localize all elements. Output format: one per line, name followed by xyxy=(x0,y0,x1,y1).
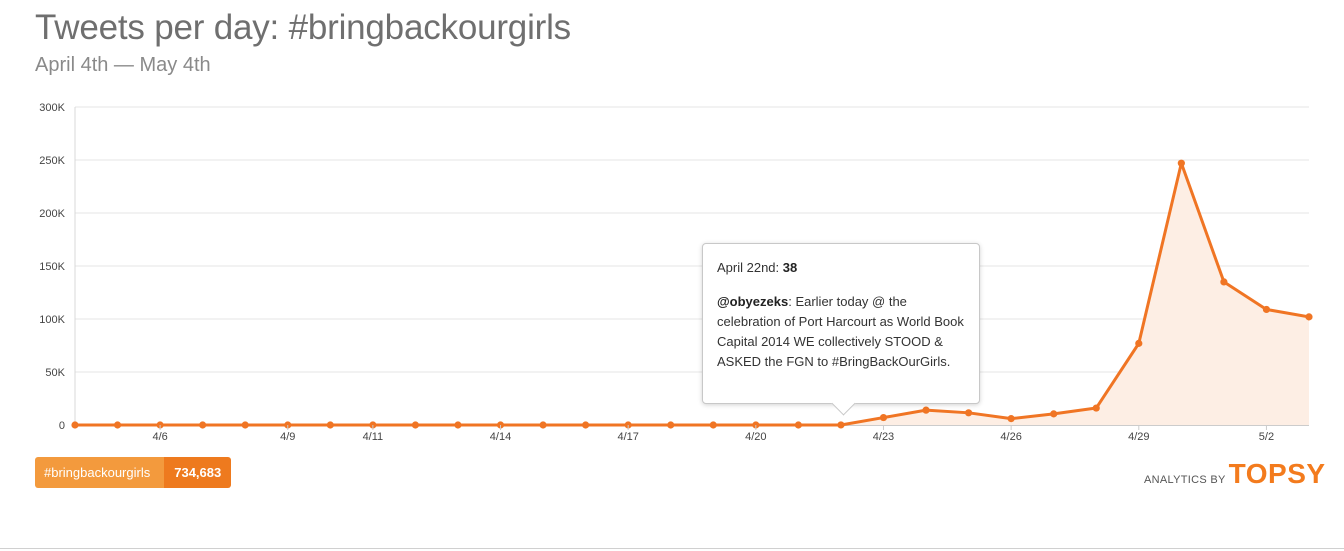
data-point-4/16 xyxy=(582,421,590,429)
x-tick-label-4/14: 4/14 xyxy=(490,431,511,443)
data-point-4/27 xyxy=(1050,410,1058,418)
y-tick-label-250K: 250K xyxy=(39,155,65,167)
branding-prefix: ANALYTICS BY xyxy=(1144,474,1226,486)
y-tick-label-100K: 100K xyxy=(39,314,65,326)
series-area-fill xyxy=(75,163,1309,425)
data-point-4/15 xyxy=(539,421,547,429)
y-tick-label-200K: 200K xyxy=(39,208,65,220)
chart-title: Tweets per day: #bringbackourgirls xyxy=(35,8,571,47)
topsy-logo: TOPSY xyxy=(1228,458,1326,489)
data-point-4/18 xyxy=(667,421,675,429)
data-point-4/25 xyxy=(964,409,973,417)
data-point-4/8 xyxy=(241,421,249,429)
x-tick-label-4/17: 4/17 xyxy=(617,431,638,443)
tooltip-date: April 22nd: xyxy=(717,260,780,275)
data-point-4/10 xyxy=(326,421,334,429)
x-tick-label-5/2: 5/2 xyxy=(1259,431,1274,443)
data-point-5/1 xyxy=(1220,278,1228,286)
series-legend-badge[interactable]: #bringbackourgirls 734,683 xyxy=(35,457,232,488)
x-tick-label-4/11: 4/11 xyxy=(363,431,384,443)
tooltip-handle[interactable]: @obyezeks xyxy=(717,294,789,309)
data-point-4/21 xyxy=(794,421,802,429)
legend-series-total: 734,683 xyxy=(164,457,232,488)
x-tick-label-4/29: 4/29 xyxy=(1128,431,1149,443)
x-tick-label-4/26: 4/26 xyxy=(1000,431,1021,443)
data-point-4/13 xyxy=(454,421,462,429)
data-point-4/7 xyxy=(199,421,207,429)
data-point-4/4 xyxy=(71,421,79,429)
tooltip-header: April 22nd: 38 xyxy=(717,258,965,278)
data-point-4/29 xyxy=(1135,339,1143,347)
legend-series-name: #bringbackourgirls xyxy=(35,457,165,488)
y-tick-label-0: 0 xyxy=(59,420,65,432)
y-tick-label-150K: 150K xyxy=(39,261,65,273)
topsy-branding[interactable]: ANALYTICS BY TOPSY xyxy=(1144,458,1326,490)
tooltip-value: 38 xyxy=(782,260,798,275)
tooltip-tweet-text: : Earlier today @ the celebration of Por… xyxy=(717,294,964,369)
data-point-4/19 xyxy=(709,421,717,429)
data-point-4/23 xyxy=(879,413,888,422)
y-tick-label-50K: 50K xyxy=(45,367,65,379)
bottom-divider xyxy=(0,548,1344,549)
data-point-5/2 xyxy=(1262,305,1271,314)
data-point-4/12 xyxy=(411,421,420,429)
y-tick-label-300K: 300K xyxy=(39,102,65,114)
data-point-4/5 xyxy=(113,421,122,429)
x-tick-label-4/9: 4/9 xyxy=(280,431,295,443)
x-tick-label-4/20: 4/20 xyxy=(745,431,766,443)
x-tick-label-4/6: 4/6 xyxy=(152,431,167,443)
data-point-5/3 xyxy=(1305,313,1313,321)
tooltip-tweet: @obyezeks: Earlier today @ the celebrati… xyxy=(717,292,965,372)
data-point-4/26 xyxy=(1007,415,1015,423)
data-point-4/22 xyxy=(837,421,845,429)
data-point-4/24 xyxy=(922,406,930,414)
data-point-4/28 xyxy=(1092,404,1100,412)
x-tick-label-4/23: 4/23 xyxy=(873,431,894,443)
chart-subtitle: April 4th — May 4th xyxy=(35,54,211,76)
data-point-tooltip: April 22nd: 38 @obyezeks: Earlier today … xyxy=(702,243,980,416)
data-point-4/30 xyxy=(1177,159,1185,167)
